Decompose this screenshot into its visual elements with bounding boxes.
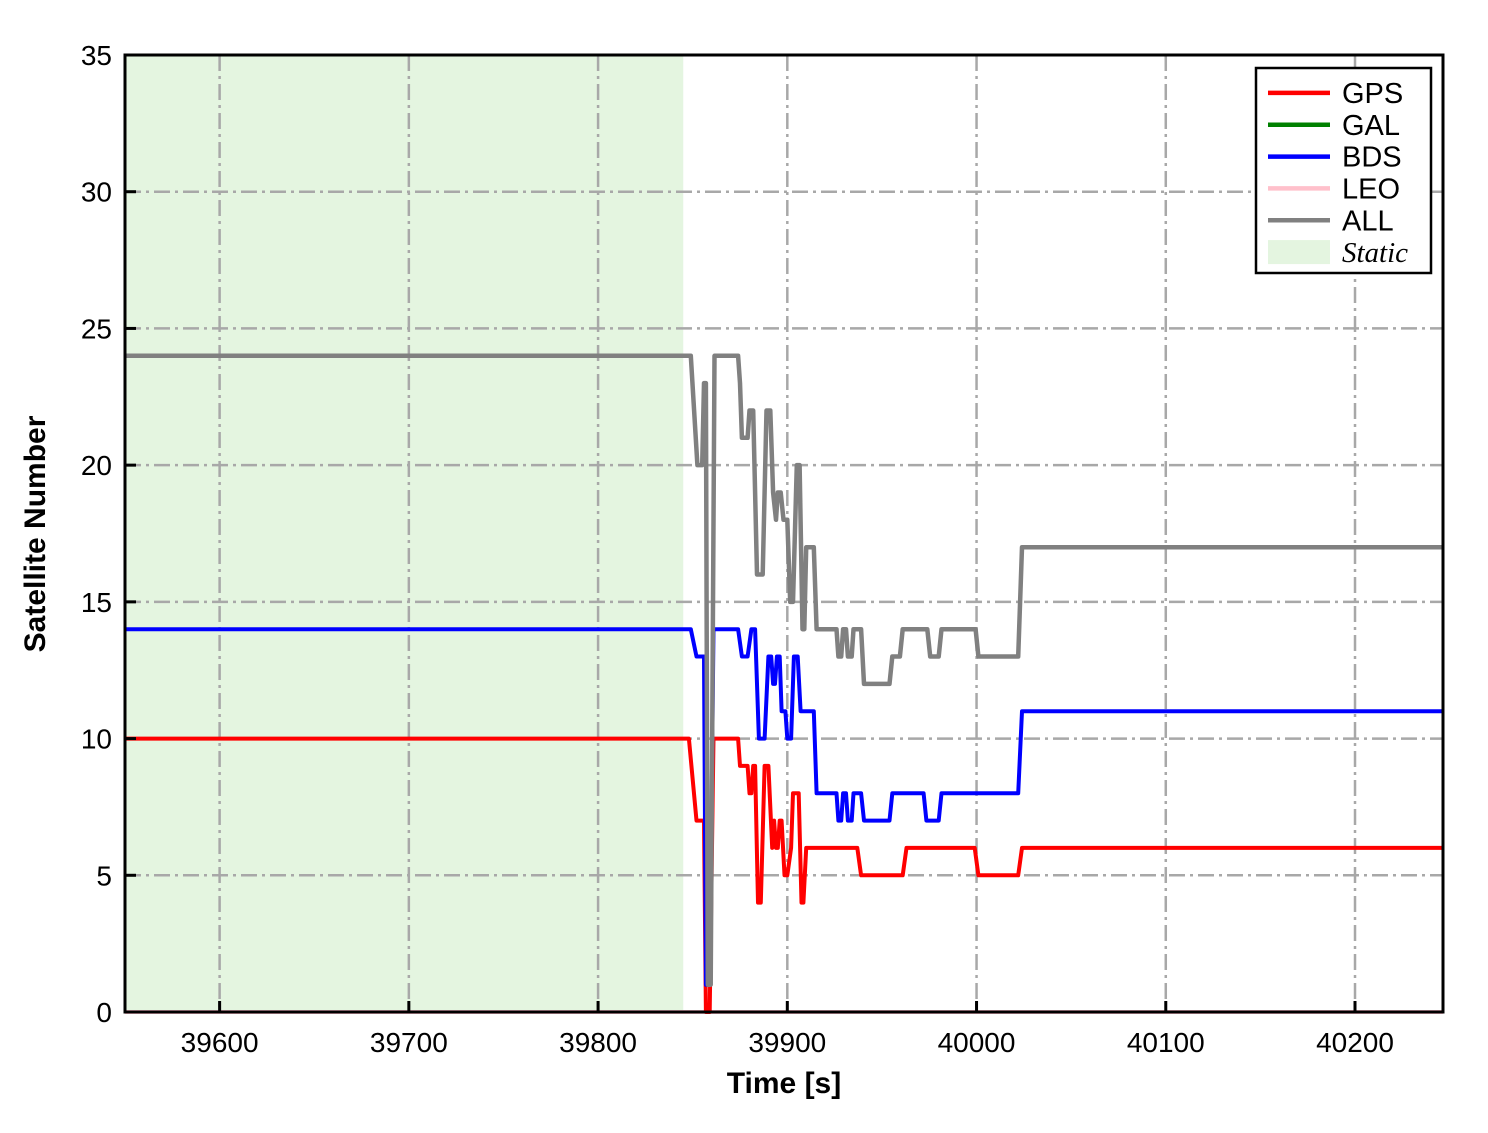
x-tick-label: 40000 — [938, 1027, 1016, 1058]
y-tick-label: 25 — [81, 313, 112, 344]
axes-frame-layer — [123, 53, 1445, 1014]
plot-frame — [123, 53, 1445, 1014]
legend-label-gal: GAL — [1342, 110, 1400, 142]
static-region — [125, 55, 684, 1012]
y-tick-label: 20 — [81, 450, 112, 481]
y-tick-label: 15 — [81, 587, 112, 618]
legend-label-bds: BDS — [1342, 142, 1402, 174]
x-tick-label: 39600 — [181, 1027, 259, 1058]
series-line-all — [125, 353, 1443, 987]
legend-swatch-static — [1268, 240, 1330, 265]
legend-label-all: ALL — [1342, 205, 1394, 237]
tick-layer — [125, 53, 1357, 1014]
legend-label-static: Static — [1342, 237, 1408, 269]
x-tick-label: 39800 — [559, 1027, 637, 1058]
x-axis-label: Time [s] — [727, 1067, 841, 1100]
x-tick-label: 39700 — [370, 1027, 448, 1058]
x-tick-label: 40100 — [1127, 1027, 1205, 1058]
y-tick-label: 35 — [81, 40, 112, 71]
legend-frame — [1254, 66, 1433, 275]
y-tick-label: 0 — [96, 997, 112, 1028]
series-line-bds — [125, 627, 1443, 987]
x-tick-label: 39900 — [748, 1027, 826, 1058]
legend-label-leo: LEO — [1342, 173, 1400, 205]
tick-label-layer: 39600 39700 39800 39900 40000 40100 40200 0 5 10 1… — [81, 40, 1394, 1058]
y-tick-label: 5 — [96, 860, 112, 891]
legend-label-gps: GPS — [1342, 78, 1403, 110]
y-tick-label: 10 — [81, 724, 112, 755]
x-tick-label: 40200 — [1316, 1027, 1394, 1058]
y-tick-label: 30 — [81, 177, 112, 208]
static-region-layer — [125, 55, 684, 1012]
series-line-gps — [125, 736, 1443, 1014]
y-axis-label: Satellite Number — [19, 415, 52, 652]
